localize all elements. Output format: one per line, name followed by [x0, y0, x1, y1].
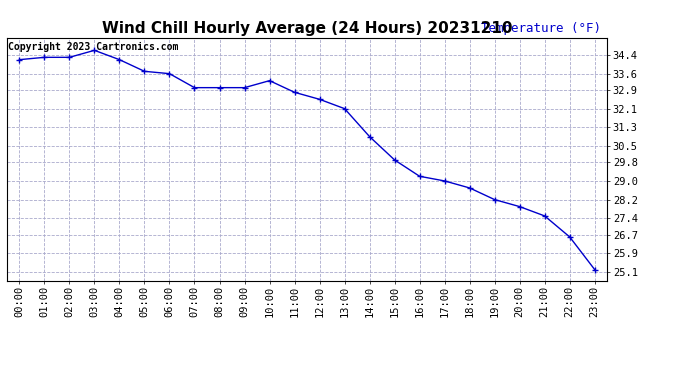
Text: Temperature (°F): Temperature (°F): [481, 22, 601, 35]
Text: Copyright 2023 Cartronics.com: Copyright 2023 Cartronics.com: [8, 42, 179, 52]
Title: Wind Chill Hourly Average (24 Hours) 20231210: Wind Chill Hourly Average (24 Hours) 202…: [102, 21, 512, 36]
